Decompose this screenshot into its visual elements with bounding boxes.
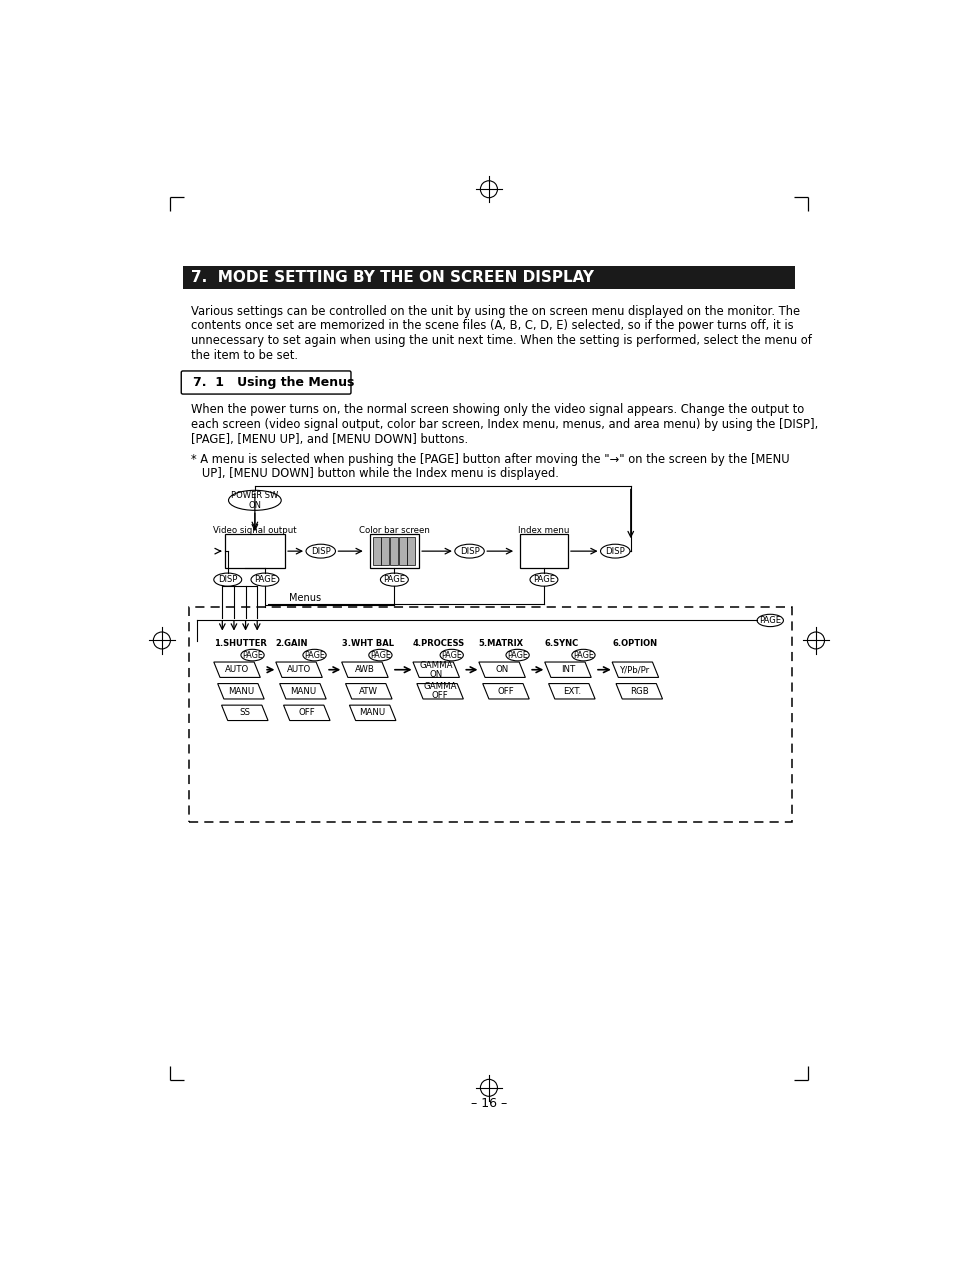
Polygon shape bbox=[221, 706, 268, 721]
Text: PAGE: PAGE bbox=[573, 651, 594, 660]
Text: DISP: DISP bbox=[218, 575, 237, 584]
Text: When the power turns on, the normal screen showing only the video signal appears: When the power turns on, the normal scre… bbox=[191, 404, 803, 416]
Text: SS: SS bbox=[239, 708, 250, 717]
Bar bbox=[369, 534, 418, 569]
Text: [PAGE], [MENU UP], and [MENU DOWN] buttons.: [PAGE], [MENU UP], and [MENU DOWN] butto… bbox=[191, 433, 467, 445]
Bar bbox=[390, 537, 397, 565]
Text: PAGE: PAGE bbox=[304, 651, 325, 660]
Ellipse shape bbox=[241, 650, 264, 661]
Text: OFF: OFF bbox=[298, 708, 314, 717]
Text: 7.  1   Using the Menus: 7. 1 Using the Menus bbox=[193, 376, 354, 390]
Bar bbox=[189, 607, 791, 822]
Text: GAMMA
ON: GAMMA ON bbox=[419, 661, 453, 679]
Text: PAGE: PAGE bbox=[242, 651, 263, 660]
Text: AWB: AWB bbox=[355, 665, 375, 674]
Bar bbox=[398, 537, 406, 565]
Ellipse shape bbox=[599, 544, 629, 558]
Text: Menus: Menus bbox=[289, 593, 321, 603]
Text: GAMMA
OFF: GAMMA OFF bbox=[423, 683, 456, 700]
Text: 6.SYNC: 6.SYNC bbox=[544, 638, 578, 648]
Text: PAGE: PAGE bbox=[533, 575, 555, 584]
Polygon shape bbox=[275, 662, 322, 678]
Bar bbox=[519, 534, 567, 569]
Ellipse shape bbox=[251, 574, 278, 586]
Text: contents once set are memorized in the scene files (A, B, C, D, E) selected, so : contents once set are memorized in the s… bbox=[191, 320, 792, 332]
Polygon shape bbox=[283, 706, 330, 721]
Text: PAGE: PAGE bbox=[441, 651, 461, 660]
Polygon shape bbox=[478, 662, 525, 678]
Text: 2.GAIN: 2.GAIN bbox=[275, 638, 308, 648]
Ellipse shape bbox=[439, 650, 463, 661]
Polygon shape bbox=[413, 662, 459, 678]
Ellipse shape bbox=[369, 650, 392, 661]
Polygon shape bbox=[616, 684, 661, 699]
Text: DISP: DISP bbox=[459, 547, 479, 556]
Ellipse shape bbox=[213, 574, 241, 586]
Text: DISP: DISP bbox=[605, 547, 624, 556]
Ellipse shape bbox=[380, 574, 408, 586]
Text: RGB: RGB bbox=[629, 687, 648, 695]
Bar bbox=[224, 534, 285, 569]
Text: AUTO: AUTO bbox=[225, 665, 249, 674]
Polygon shape bbox=[548, 684, 595, 699]
Polygon shape bbox=[341, 662, 388, 678]
Polygon shape bbox=[612, 662, 658, 678]
Text: INT: INT bbox=[560, 665, 575, 674]
Ellipse shape bbox=[571, 650, 595, 661]
Polygon shape bbox=[544, 662, 591, 678]
Text: PAGE: PAGE bbox=[370, 651, 391, 660]
FancyBboxPatch shape bbox=[181, 371, 351, 395]
Text: 1.SHUTTER: 1.SHUTTER bbox=[213, 638, 267, 648]
Text: PAGE: PAGE bbox=[253, 575, 275, 584]
Bar bbox=[381, 537, 389, 565]
Polygon shape bbox=[482, 684, 529, 699]
Polygon shape bbox=[279, 684, 326, 699]
Text: ATW: ATW bbox=[359, 687, 378, 695]
Text: 6.OPTION: 6.OPTION bbox=[612, 638, 657, 648]
Text: AUTO: AUTO bbox=[287, 665, 311, 674]
Ellipse shape bbox=[229, 490, 281, 510]
Bar bbox=[373, 537, 380, 565]
Text: 4.PROCESS: 4.PROCESS bbox=[413, 638, 465, 648]
Text: Various settings can be controlled on the unit by using the on screen menu displ: Various settings can be controlled on th… bbox=[191, 305, 799, 317]
Text: unnecessary to set again when using the unit next time. When the setting is perf: unnecessary to set again when using the … bbox=[191, 334, 811, 346]
Text: OFF: OFF bbox=[497, 687, 514, 695]
Text: PAGE: PAGE bbox=[759, 615, 781, 624]
Ellipse shape bbox=[306, 544, 335, 558]
Text: 5.MATRIX: 5.MATRIX bbox=[478, 638, 523, 648]
Polygon shape bbox=[217, 684, 264, 699]
Text: 7.  MODE SETTING BY THE ON SCREEN DISPLAY: 7. MODE SETTING BY THE ON SCREEN DISPLAY bbox=[191, 270, 593, 286]
Ellipse shape bbox=[455, 544, 484, 558]
Text: – 16 –: – 16 – bbox=[471, 1096, 506, 1109]
Text: Y/Pb/Pr: Y/Pb/Pr bbox=[619, 665, 650, 674]
Bar bbox=[183, 266, 794, 289]
Polygon shape bbox=[349, 706, 395, 721]
Ellipse shape bbox=[530, 574, 558, 586]
Ellipse shape bbox=[303, 650, 326, 661]
Text: DISP: DISP bbox=[311, 547, 331, 556]
Text: * A menu is selected when pushing the [PAGE] button after moving the "→" on the : * A menu is selected when pushing the [P… bbox=[191, 453, 788, 466]
Text: EXT.: EXT. bbox=[562, 687, 580, 695]
Text: 3.WHT BAL: 3.WHT BAL bbox=[341, 638, 394, 648]
Text: MANU: MANU bbox=[228, 687, 253, 695]
Text: Index menu: Index menu bbox=[517, 525, 569, 534]
Text: MANU: MANU bbox=[290, 687, 315, 695]
Text: UP], [MENU DOWN] button while the Index menu is displayed.: UP], [MENU DOWN] button while the Index … bbox=[191, 467, 558, 480]
Text: the item to be set.: the item to be set. bbox=[191, 349, 297, 362]
Bar bbox=[407, 537, 415, 565]
Text: Video signal output: Video signal output bbox=[213, 525, 296, 534]
Text: Color bar screen: Color bar screen bbox=[358, 525, 430, 534]
Text: each screen (video signal output, color bar screen, Index menu, menus, and area : each screen (video signal output, color … bbox=[191, 418, 817, 431]
Ellipse shape bbox=[757, 614, 782, 627]
Text: ON: ON bbox=[495, 665, 508, 674]
Text: PAGE: PAGE bbox=[507, 651, 527, 660]
Text: POWER SW
ON: POWER SW ON bbox=[231, 491, 278, 510]
Text: MANU: MANU bbox=[359, 708, 385, 717]
Polygon shape bbox=[416, 684, 463, 699]
Polygon shape bbox=[213, 662, 260, 678]
Polygon shape bbox=[345, 684, 392, 699]
Ellipse shape bbox=[505, 650, 529, 661]
Text: PAGE: PAGE bbox=[383, 575, 405, 584]
